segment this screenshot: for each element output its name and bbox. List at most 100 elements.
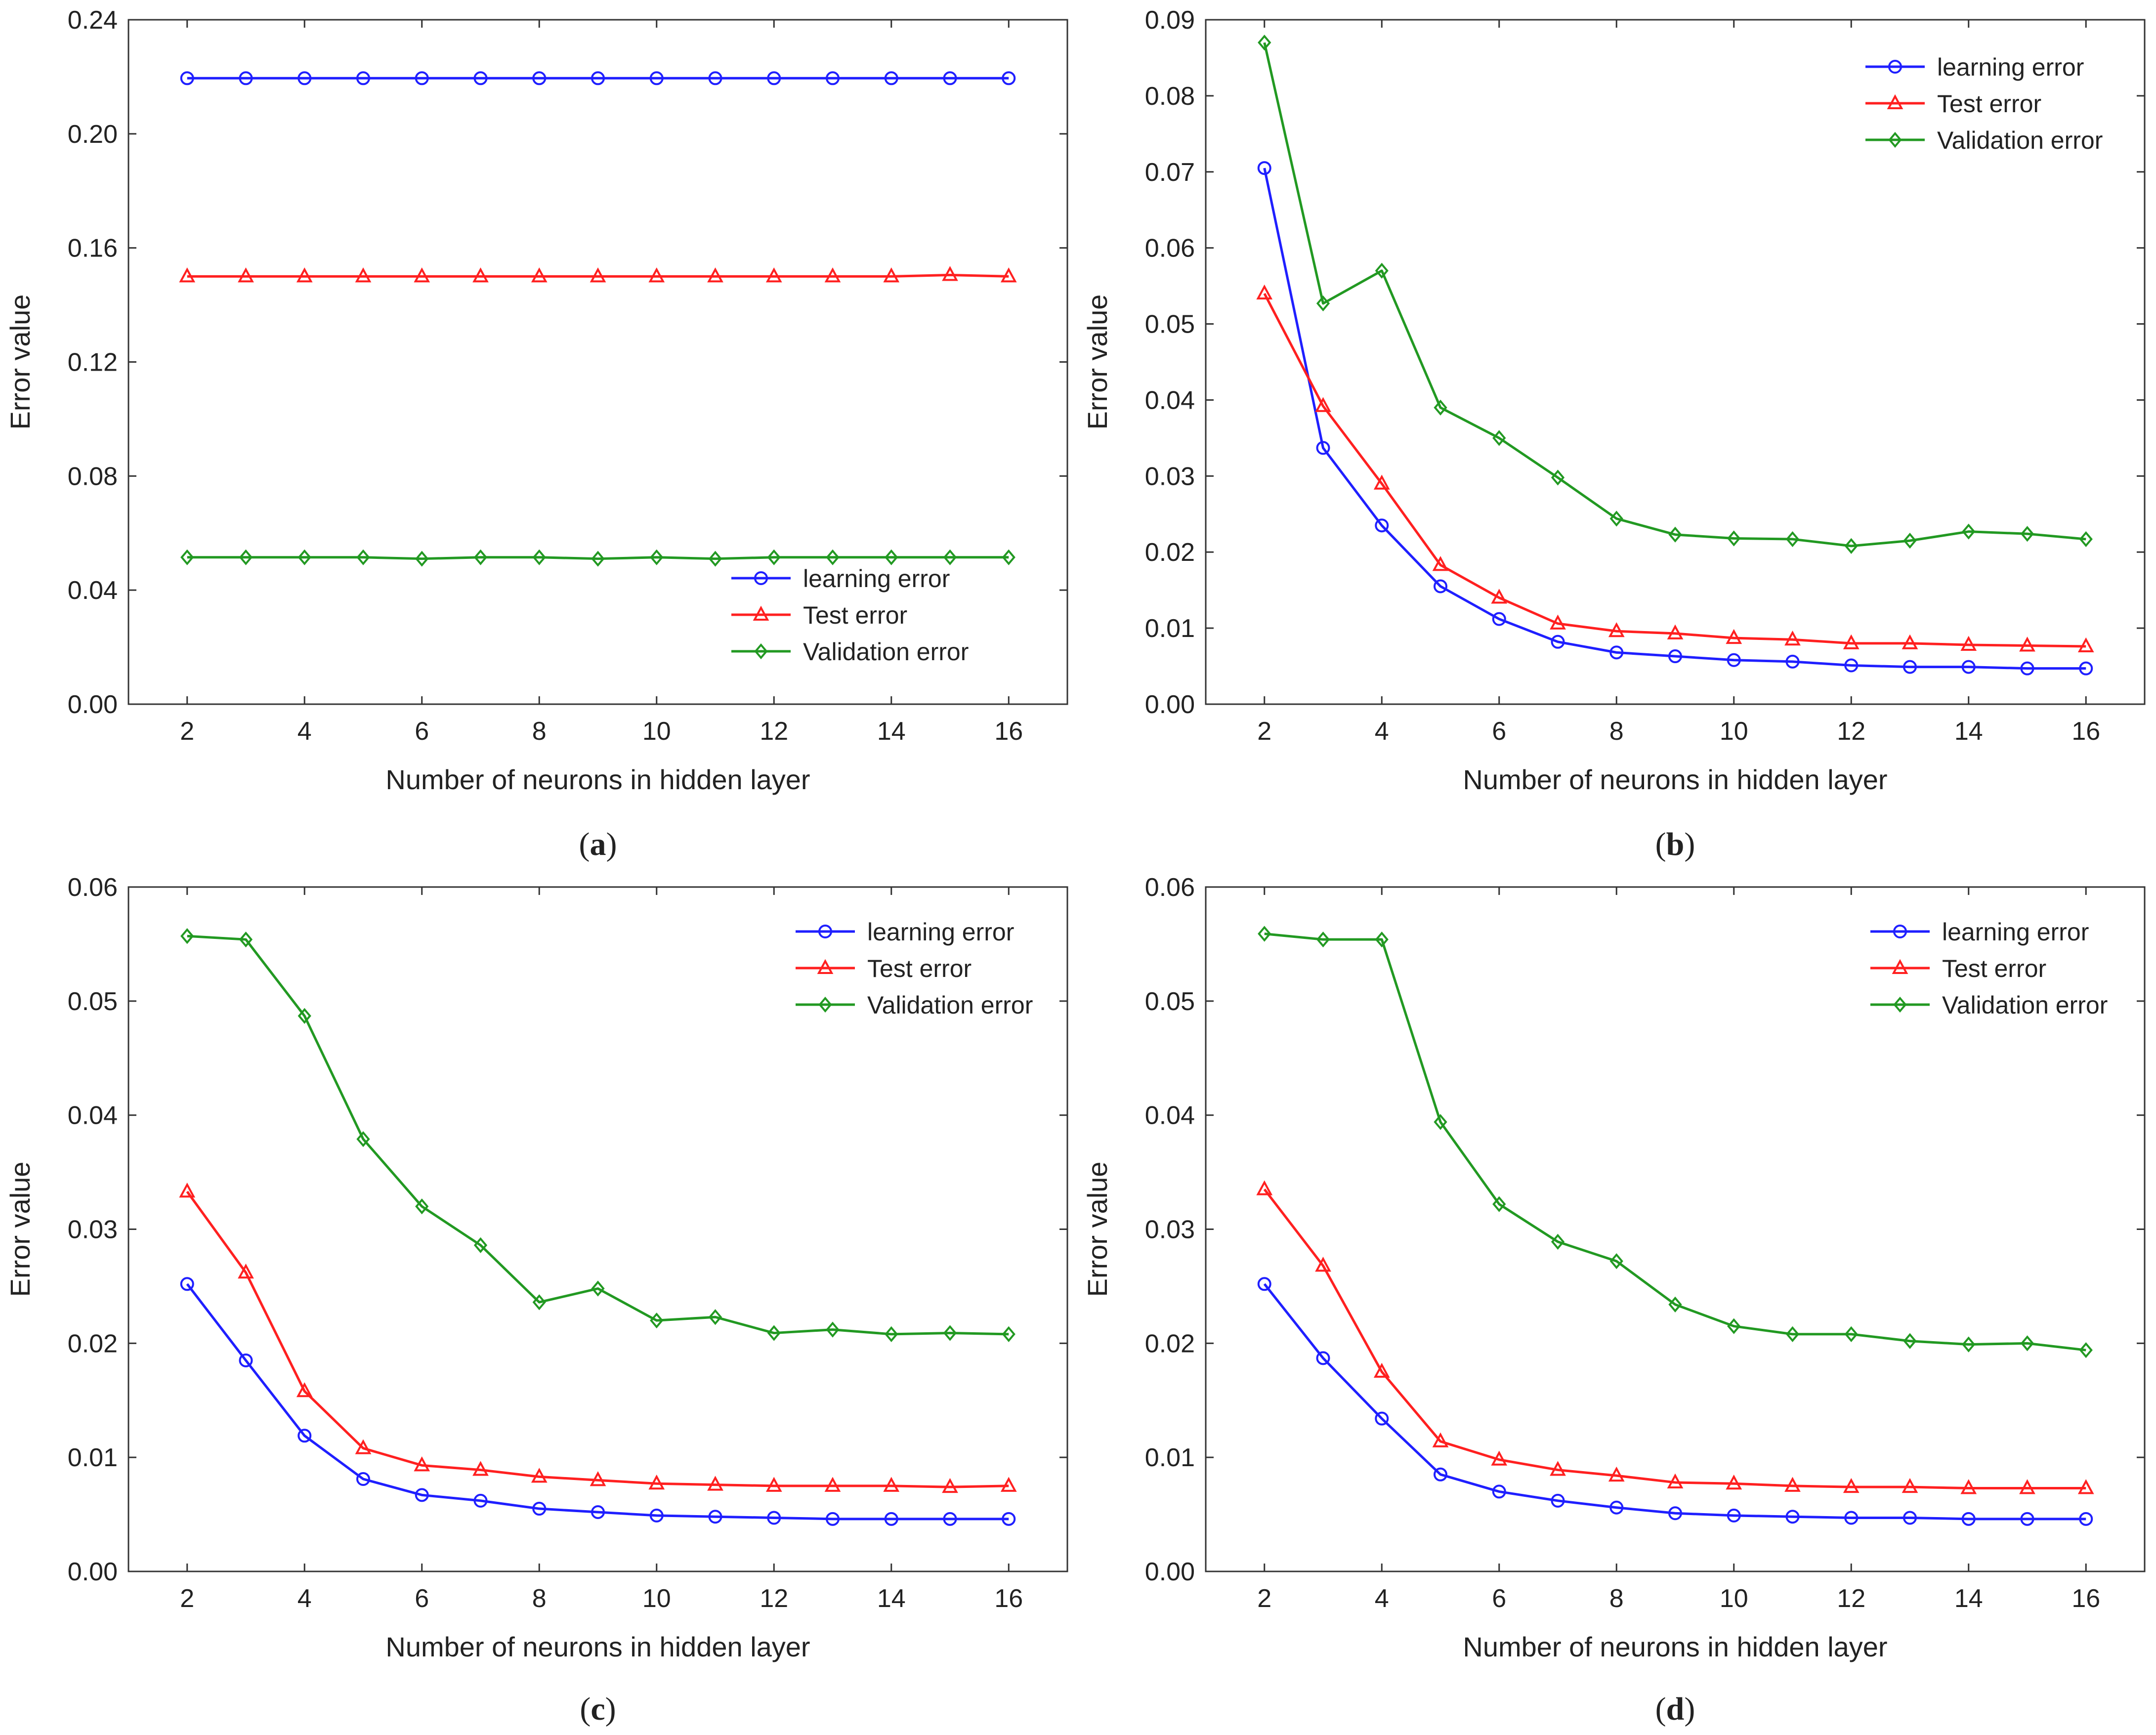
- data-point-test: [1550, 1461, 1566, 1476]
- plot-frame: [1205, 886, 2146, 1572]
- legend-label-validation: Validation error: [867, 991, 1033, 1019]
- data-point-validation: [415, 550, 429, 567]
- data-point-learning: [826, 1512, 840, 1526]
- data-point-learning: [1785, 654, 1800, 669]
- data-point-learning: [1551, 635, 1565, 649]
- data-point-test: [1000, 267, 1017, 283]
- data-point-learning: [884, 1512, 898, 1526]
- data-point-learning: [884, 71, 898, 85]
- data-point-test: [355, 1439, 372, 1454]
- data-point-validation: [591, 1280, 605, 1297]
- y-tick-label: 0.01: [1145, 614, 1195, 643]
- series-test: [179, 266, 1017, 283]
- x-axis-label: Number of neurons in hidden layer: [1463, 1631, 1887, 1662]
- y-tick-label: 0.06: [1145, 873, 1195, 902]
- plot-frame: [127, 19, 1068, 705]
- data-point-test: [1608, 622, 1625, 637]
- data-point-test: [883, 1477, 900, 1492]
- data-point-learning: [297, 71, 312, 85]
- x-tick-label: 12: [1837, 1584, 1865, 1613]
- data-point-learning: [649, 1508, 664, 1523]
- data-point-test: [824, 1477, 841, 1492]
- caption-letter: d: [1666, 1691, 1685, 1727]
- data-point-learning: [1257, 1277, 1271, 1291]
- data-point-test: [1843, 1478, 1860, 1493]
- y-tick-label: 0.01: [1145, 1443, 1195, 1472]
- data-point-test: [1432, 1432, 1449, 1447]
- data-point-learning: [1961, 660, 1976, 674]
- data-point-learning: [1609, 645, 1624, 660]
- legend-marker-validation: [818, 996, 832, 1013]
- data-point-validation: [1316, 295, 1330, 312]
- data-point-test: [1256, 284, 1273, 299]
- y-tick-label: 0.16: [68, 234, 118, 263]
- y-tick-label: 0.01: [68, 1443, 118, 1472]
- data-point-validation: [532, 1294, 546, 1311]
- legend-marker-test: [817, 959, 834, 974]
- data-point-validation: [1844, 538, 1858, 554]
- data-point-validation: [1316, 931, 1330, 948]
- data-point-validation: [1492, 430, 1506, 446]
- data-point-validation: [1727, 530, 1741, 547]
- data-point-learning: [1668, 1506, 1682, 1521]
- series-line-validation: [187, 934, 1009, 1336]
- y-axis-label: Error value: [1082, 295, 1113, 430]
- y-axis-label: Error value: [4, 295, 36, 430]
- data-point-learning: [591, 1505, 605, 1519]
- data-point-test: [2019, 636, 2035, 652]
- series-learning: [180, 1277, 1016, 1526]
- x-tick-label: 14: [877, 717, 906, 746]
- caption-open: (: [580, 1691, 591, 1727]
- data-point-validation: [2079, 531, 2093, 548]
- data-point-learning: [1609, 1500, 1624, 1515]
- data-point-test: [942, 266, 958, 281]
- data-point-validation: [1903, 1333, 1917, 1349]
- data-point-test: [179, 1183, 196, 1198]
- data-point-validation: [708, 1309, 722, 1325]
- data-point-test: [590, 267, 606, 283]
- y-tick-label: 0.04: [68, 576, 118, 605]
- data-point-learning: [1375, 1411, 1389, 1426]
- caption-letter: a: [590, 826, 606, 862]
- data-point-test: [1902, 1478, 1918, 1493]
- series-line-learning: [1263, 168, 2086, 670]
- data-point-test: [531, 267, 548, 283]
- series-line-test: [187, 273, 1009, 278]
- data-point-test: [472, 267, 489, 283]
- data-point-test: [707, 1476, 723, 1491]
- legend-label-validation: Validation error: [1942, 991, 2108, 1019]
- data-point-validation: [591, 550, 605, 567]
- legend-label-validation: Validation error: [1937, 127, 2103, 154]
- x-tick-label: 16: [2071, 1584, 2100, 1613]
- legend-marker-validation: [754, 643, 768, 660]
- legend-label-test: Test error: [1937, 90, 2041, 118]
- legend-marker-learning: [1888, 60, 1902, 74]
- data-point-validation: [1492, 1196, 1506, 1212]
- data-point-validation: [1375, 262, 1389, 279]
- chart-panel-d: 0.00 0.01 0.02 0.03 0.04 0.05 0.06 2 4 6 8 10 12 14 16…: [1082, 873, 2146, 1727]
- data-point-validation: [1551, 469, 1565, 486]
- legend-label-test: Test error: [803, 601, 907, 629]
- data-point-test: [238, 1264, 254, 1279]
- data-point-validation: [1258, 926, 1271, 942]
- data-point-validation: [1668, 526, 1682, 543]
- series-learning: [180, 71, 1016, 85]
- data-point-learning: [1844, 658, 1859, 673]
- x-tick-label: 8: [532, 1584, 547, 1613]
- data-point-validation: [297, 1008, 311, 1024]
- data-point-test: [648, 1475, 665, 1490]
- series-line-validation: [1263, 42, 2086, 548]
- data-point-validation: [2020, 1335, 2034, 1352]
- series-test: [179, 1183, 1017, 1493]
- data-point-learning: [297, 1429, 312, 1443]
- y-tick-label: 0.03: [1145, 462, 1195, 491]
- data-point-validation: [1434, 399, 1447, 416]
- y-tick-label: 0.24: [68, 6, 118, 35]
- data-point-learning: [1492, 612, 1506, 626]
- data-point-test: [531, 1468, 548, 1483]
- y-tick-label: 0.04: [1145, 386, 1195, 415]
- x-tick-label: 14: [877, 1584, 906, 1613]
- legend-label-test: Test error: [1942, 955, 2046, 982]
- y-tick-label: 0.07: [1145, 158, 1195, 187]
- y-tick-label: 0.02: [68, 1329, 118, 1358]
